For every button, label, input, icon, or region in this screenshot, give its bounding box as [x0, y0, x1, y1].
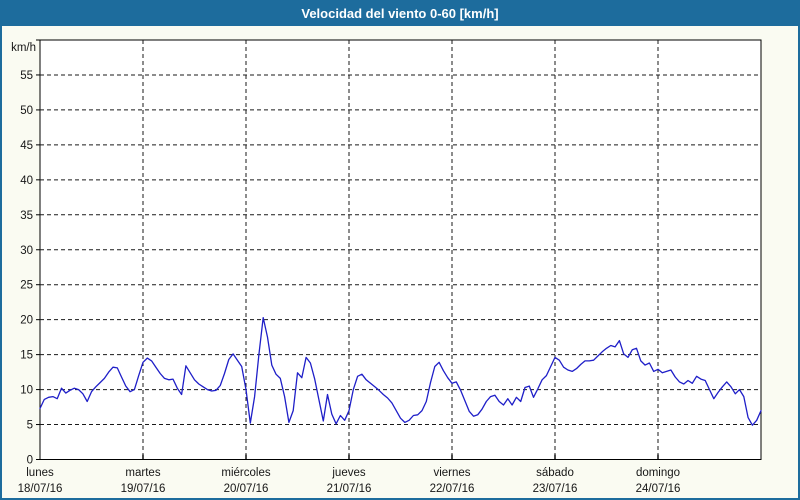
x-day-date-label: 21/07/16: [327, 483, 372, 495]
y-tick-label: 40: [20, 175, 33, 187]
y-axis-unit-label: km/h: [11, 42, 36, 54]
x-day-name-label: viernes: [433, 467, 470, 479]
x-day-name-label: sábado: [536, 467, 574, 479]
wind-speed-line: [39, 316, 762, 426]
chart-title: Velocidad del viento 0-60 [km/h]: [301, 5, 499, 21]
x-day-name-label: miércoles: [221, 467, 270, 479]
x-day-date-label: 22/07/16: [430, 483, 475, 495]
y-tick-label: 0: [27, 455, 33, 467]
x-day-name-label: martes: [125, 467, 160, 479]
chart-title-bar: Velocidad del viento 0-60 [km/h]: [0, 0, 800, 26]
y-tick-label: 5: [27, 420, 33, 432]
y-tick-label: 15: [20, 350, 33, 362]
x-day-name-label: jueves: [331, 467, 365, 479]
y-tick-label: 35: [20, 210, 33, 222]
x-day-date-label: 24/07/16: [636, 483, 681, 495]
y-tick-label: 55: [20, 70, 33, 82]
x-day-name-label: domingo: [636, 467, 680, 479]
y-tick-label: 45: [20, 140, 33, 152]
y-tick-label: 50: [20, 105, 33, 117]
x-day-name-label: lunes: [26, 467, 54, 479]
y-tick-label: 10: [20, 385, 33, 397]
y-tick-label: 25: [20, 280, 33, 292]
y-tick-label: 20: [20, 315, 33, 327]
x-day-date-label: 20/07/16: [224, 483, 269, 495]
y-tick-label: 30: [20, 245, 33, 257]
x-day-date-label: 19/07/16: [121, 483, 166, 495]
x-day-date-label: 18/07/16: [18, 483, 63, 495]
x-day-date-label: 23/07/16: [533, 483, 578, 495]
